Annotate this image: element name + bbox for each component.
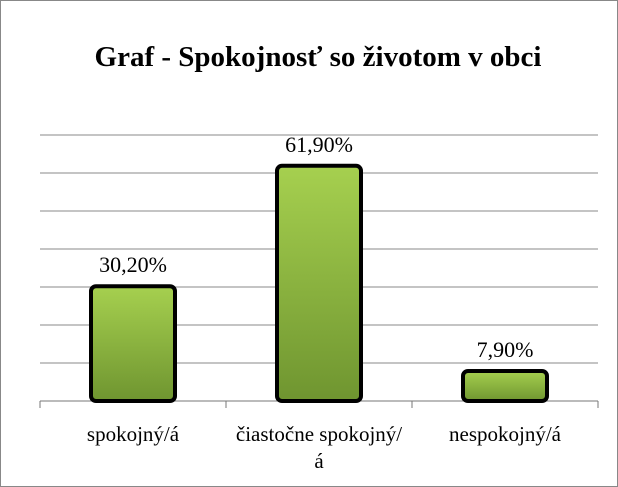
x-tick-label: spokojný/á (86, 422, 180, 446)
data-label: 61,90% (285, 132, 353, 157)
data-label: 30,20% (99, 252, 167, 277)
x-tick-label: čiastočne spokojný/á (235, 422, 403, 473)
x-tick-label: nespokojný/á (449, 422, 561, 446)
chart-title: Graf - Spokojnosť so životom v obci (94, 41, 542, 73)
bar (89, 284, 177, 403)
data-label: 7,90% (477, 337, 534, 362)
bar (275, 163, 363, 403)
bar (461, 368, 549, 404)
